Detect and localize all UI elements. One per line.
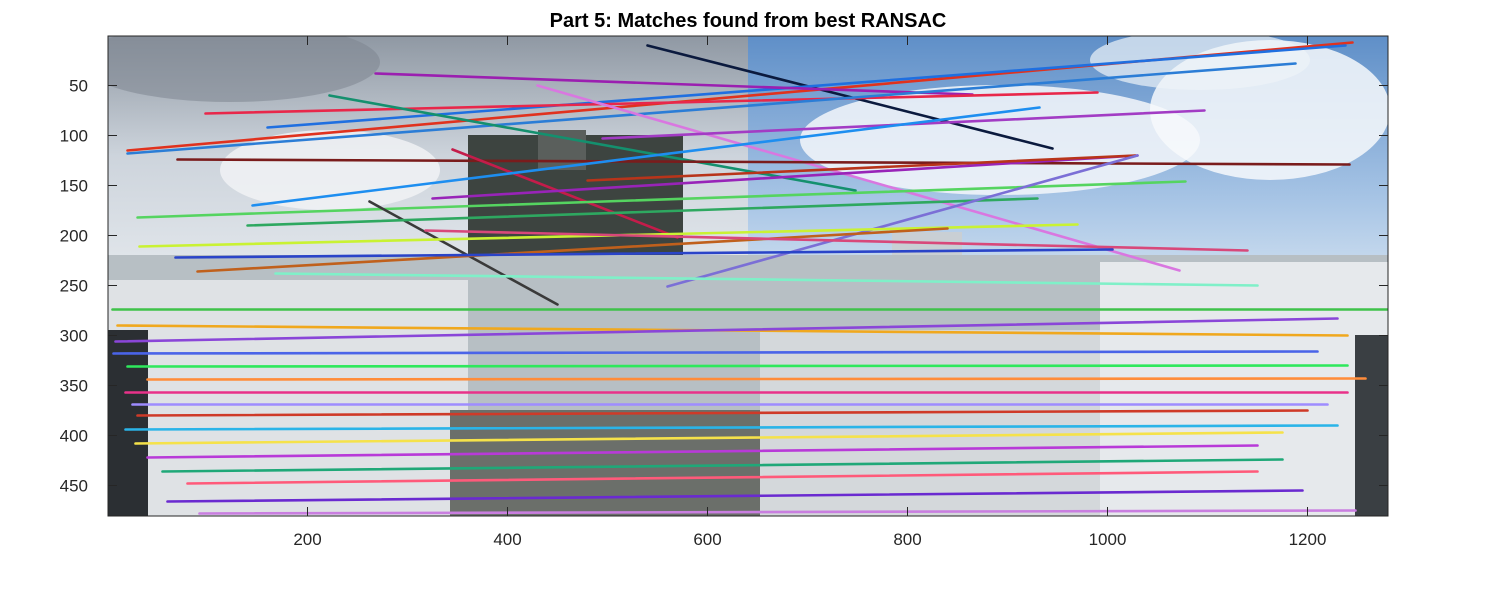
match-line-15 <box>136 180 1187 219</box>
y-tick-label: 150 <box>60 177 88 196</box>
y-tick-label: 300 <box>60 327 88 346</box>
match-line-12 <box>251 106 1041 207</box>
match-line-23 <box>274 272 1259 287</box>
match-line-22 <box>174 248 1114 259</box>
match-line-18 <box>666 154 1139 288</box>
match-line-6 <box>126 62 1297 155</box>
x-tick-label: 200 <box>293 530 321 549</box>
match-line-4 <box>374 72 974 96</box>
left-building-shadow <box>108 330 148 516</box>
match-line-9 <box>176 158 1351 166</box>
cloud <box>1090 36 1310 90</box>
match-line-13 <box>431 154 1139 200</box>
y-tick-label: 50 <box>69 77 88 96</box>
match-line-21 <box>424 229 1249 252</box>
match-line-34 <box>134 431 1284 445</box>
match-line-38 <box>166 489 1304 503</box>
y-tick-label: 200 <box>60 227 88 246</box>
match-line-7 <box>328 94 857 192</box>
match-line-20 <box>196 227 949 273</box>
match-line-29 <box>146 377 1367 381</box>
match-line-14 <box>586 154 1137 182</box>
x-axis: 200 400 600 800 1000 1200 <box>293 36 1326 549</box>
cloud <box>108 36 380 102</box>
foreground-building <box>760 330 1100 516</box>
chart-title: Part 5: Matches found from best RANSAC <box>550 10 947 32</box>
match-line-3 <box>266 44 1347 129</box>
match-line-37 <box>186 470 1259 485</box>
match-line-33 <box>124 424 1339 431</box>
match-line-26 <box>114 317 1339 343</box>
y-tick-label: 400 <box>60 427 88 446</box>
foreground-dark <box>450 410 760 516</box>
match-line-27 <box>112 350 1319 355</box>
match-line-39 <box>198 509 1357 515</box>
match-line-8 <box>536 84 1181 272</box>
y-tick-label: 350 <box>60 377 88 396</box>
x-tick-label: 600 <box>693 530 721 549</box>
match-line-32 <box>136 409 1309 417</box>
y-axis: 50 100 150 200 250 300 350 400 450 <box>60 77 1388 496</box>
match-line-28 <box>126 364 1349 368</box>
match-line-17 <box>246 197 1039 227</box>
match-line-35 <box>146 444 1259 459</box>
left-building <box>108 280 468 516</box>
right-building-shadow <box>1355 335 1388 516</box>
right-building <box>1100 262 1388 516</box>
match-line-11 <box>451 148 679 239</box>
match-line-36 <box>161 458 1284 473</box>
y-tick-label: 450 <box>60 477 88 496</box>
match-lines <box>111 41 1388 515</box>
plot-frame <box>107 35 1389 517</box>
x-tick-label: 800 <box>893 530 921 549</box>
cloud <box>220 130 440 210</box>
match-line-16 <box>368 200 559 306</box>
x-tick-label: 400 <box>493 530 521 549</box>
y-tick-label: 100 <box>60 127 88 146</box>
x-tick-label: 1000 <box>1089 530 1127 549</box>
match-line-5 <box>204 91 1099 115</box>
y-tick-label: 250 <box>60 277 88 296</box>
x-tick-label: 1200 <box>1289 530 1327 549</box>
